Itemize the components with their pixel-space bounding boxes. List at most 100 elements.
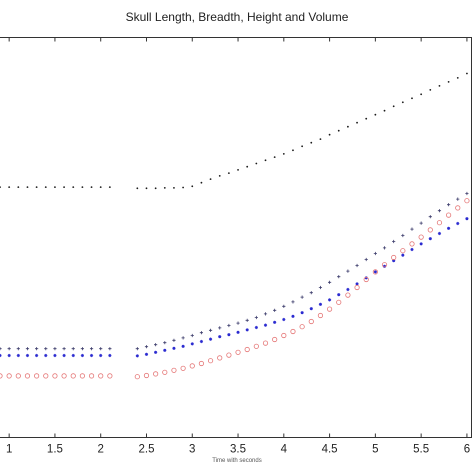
data-point-plus — [382, 246, 387, 250]
data-point-dot — [0, 186, 1, 188]
data-point-dot — [8, 186, 11, 189]
data-point-circle — [326, 306, 333, 312]
data-point-asterisk — [401, 253, 405, 257]
series-circle — [0, 198, 470, 380]
data-point-circle — [427, 227, 433, 233]
data-point-asterisk — [437, 231, 442, 236]
data-point-dot — [301, 145, 304, 148]
data-point-circle — [52, 373, 58, 379]
data-point-circle — [107, 373, 113, 379]
data-point-dot — [182, 186, 185, 189]
data-point-asterisk — [208, 337, 213, 341]
data-point-plus — [373, 251, 377, 256]
x-tick-label: 2 — [98, 444, 104, 456]
data-point-asterisk — [273, 320, 277, 324]
data-point-plus — [437, 209, 442, 213]
data-point-plus — [7, 347, 11, 351]
data-point-plus — [71, 347, 75, 351]
data-point-dot — [209, 178, 212, 181]
data-point-asterisk — [382, 264, 387, 268]
data-point-dot — [81, 186, 84, 189]
data-point-dot — [392, 105, 395, 108]
data-point-dot — [429, 89, 432, 91]
data-point-plus — [309, 291, 313, 295]
data-point-dot — [282, 153, 285, 155]
data-point-dot — [447, 81, 450, 83]
data-point-circle — [317, 312, 324, 319]
data-point-circle — [134, 374, 140, 380]
data-point-circle — [207, 358, 214, 364]
data-point-circle — [354, 284, 360, 291]
data-point-plus — [273, 308, 277, 312]
data-point-asterisk — [135, 354, 139, 358]
data-point-dot — [35, 186, 38, 189]
data-point-asterisk — [337, 293, 341, 297]
x-axis-ticks: 1 1.5 2 2.5 3 3.5 4 4.5 5 5.5 6 — [6, 37, 470, 456]
data-point-circle — [198, 360, 205, 367]
data-point-asterisk — [447, 226, 451, 230]
data-point-plus — [181, 336, 185, 340]
data-point-asterisk — [309, 307, 313, 311]
data-point-dot — [218, 175, 221, 177]
data-point-dot — [264, 159, 267, 162]
data-point-dot — [227, 172, 230, 175]
data-point-circle — [400, 248, 406, 254]
data-point-dot — [44, 186, 47, 189]
data-point-asterisk — [53, 353, 57, 358]
series-plus — [0, 191, 469, 351]
data-point-circle — [372, 269, 378, 275]
data-point-asterisk — [282, 317, 286, 322]
x-tick-label: 4 — [281, 444, 288, 456]
data-point-plus — [208, 328, 213, 332]
data-point-circle — [0, 373, 3, 379]
data-point-circle — [79, 373, 85, 379]
data-point-plus — [80, 347, 84, 351]
data-point-asterisk — [99, 353, 103, 358]
data-point-asterisk — [227, 333, 231, 337]
data-point-plus — [291, 300, 295, 304]
data-point-circle — [436, 220, 443, 226]
data-point-dot — [319, 138, 322, 141]
data-point-circle — [446, 212, 452, 218]
data-point-circle — [244, 346, 250, 353]
data-point-dot — [54, 186, 56, 189]
x-tick-label: 1.5 — [47, 444, 63, 456]
data-point-plus — [355, 263, 359, 268]
data-point-plus — [236, 321, 240, 325]
data-point-circle — [88, 373, 95, 379]
data-point-circle — [61, 373, 67, 379]
data-point-plus — [456, 197, 460, 201]
data-point-asterisk — [108, 353, 112, 358]
data-point-circle — [272, 336, 278, 343]
data-point-circle — [143, 372, 150, 379]
chart-title: Skull Length, Breadth, Height and Volume — [126, 10, 349, 24]
data-point-plus — [327, 280, 332, 284]
data-point-plus — [318, 285, 323, 290]
data-point-circle — [391, 254, 397, 261]
data-point-dot — [466, 72, 468, 75]
data-point-plus — [16, 347, 20, 351]
x-axis-label: Time with seconds — [212, 458, 261, 464]
series-layer — [0, 72, 470, 380]
data-point-dot — [328, 133, 331, 136]
data-point-plus — [163, 341, 167, 345]
data-point-asterisk — [62, 353, 66, 358]
data-point-circle — [43, 373, 49, 379]
data-point-dot — [420, 93, 423, 96]
series-asterisk — [0, 217, 469, 358]
data-point-asterisk — [465, 217, 469, 221]
data-point-plus — [401, 233, 405, 238]
data-point-plus — [190, 333, 194, 338]
data-point-circle — [24, 373, 31, 379]
data-point-plus — [346, 269, 350, 273]
data-point-plus — [218, 326, 222, 330]
data-point-circle — [15, 373, 21, 379]
data-point-plus — [135, 347, 139, 351]
data-point-asterisk — [263, 323, 268, 327]
data-point-asterisk — [410, 247, 414, 252]
data-point-dot — [310, 141, 313, 144]
data-point-circle — [162, 369, 168, 375]
data-point-plus — [154, 343, 158, 347]
data-point-asterisk — [355, 282, 359, 286]
